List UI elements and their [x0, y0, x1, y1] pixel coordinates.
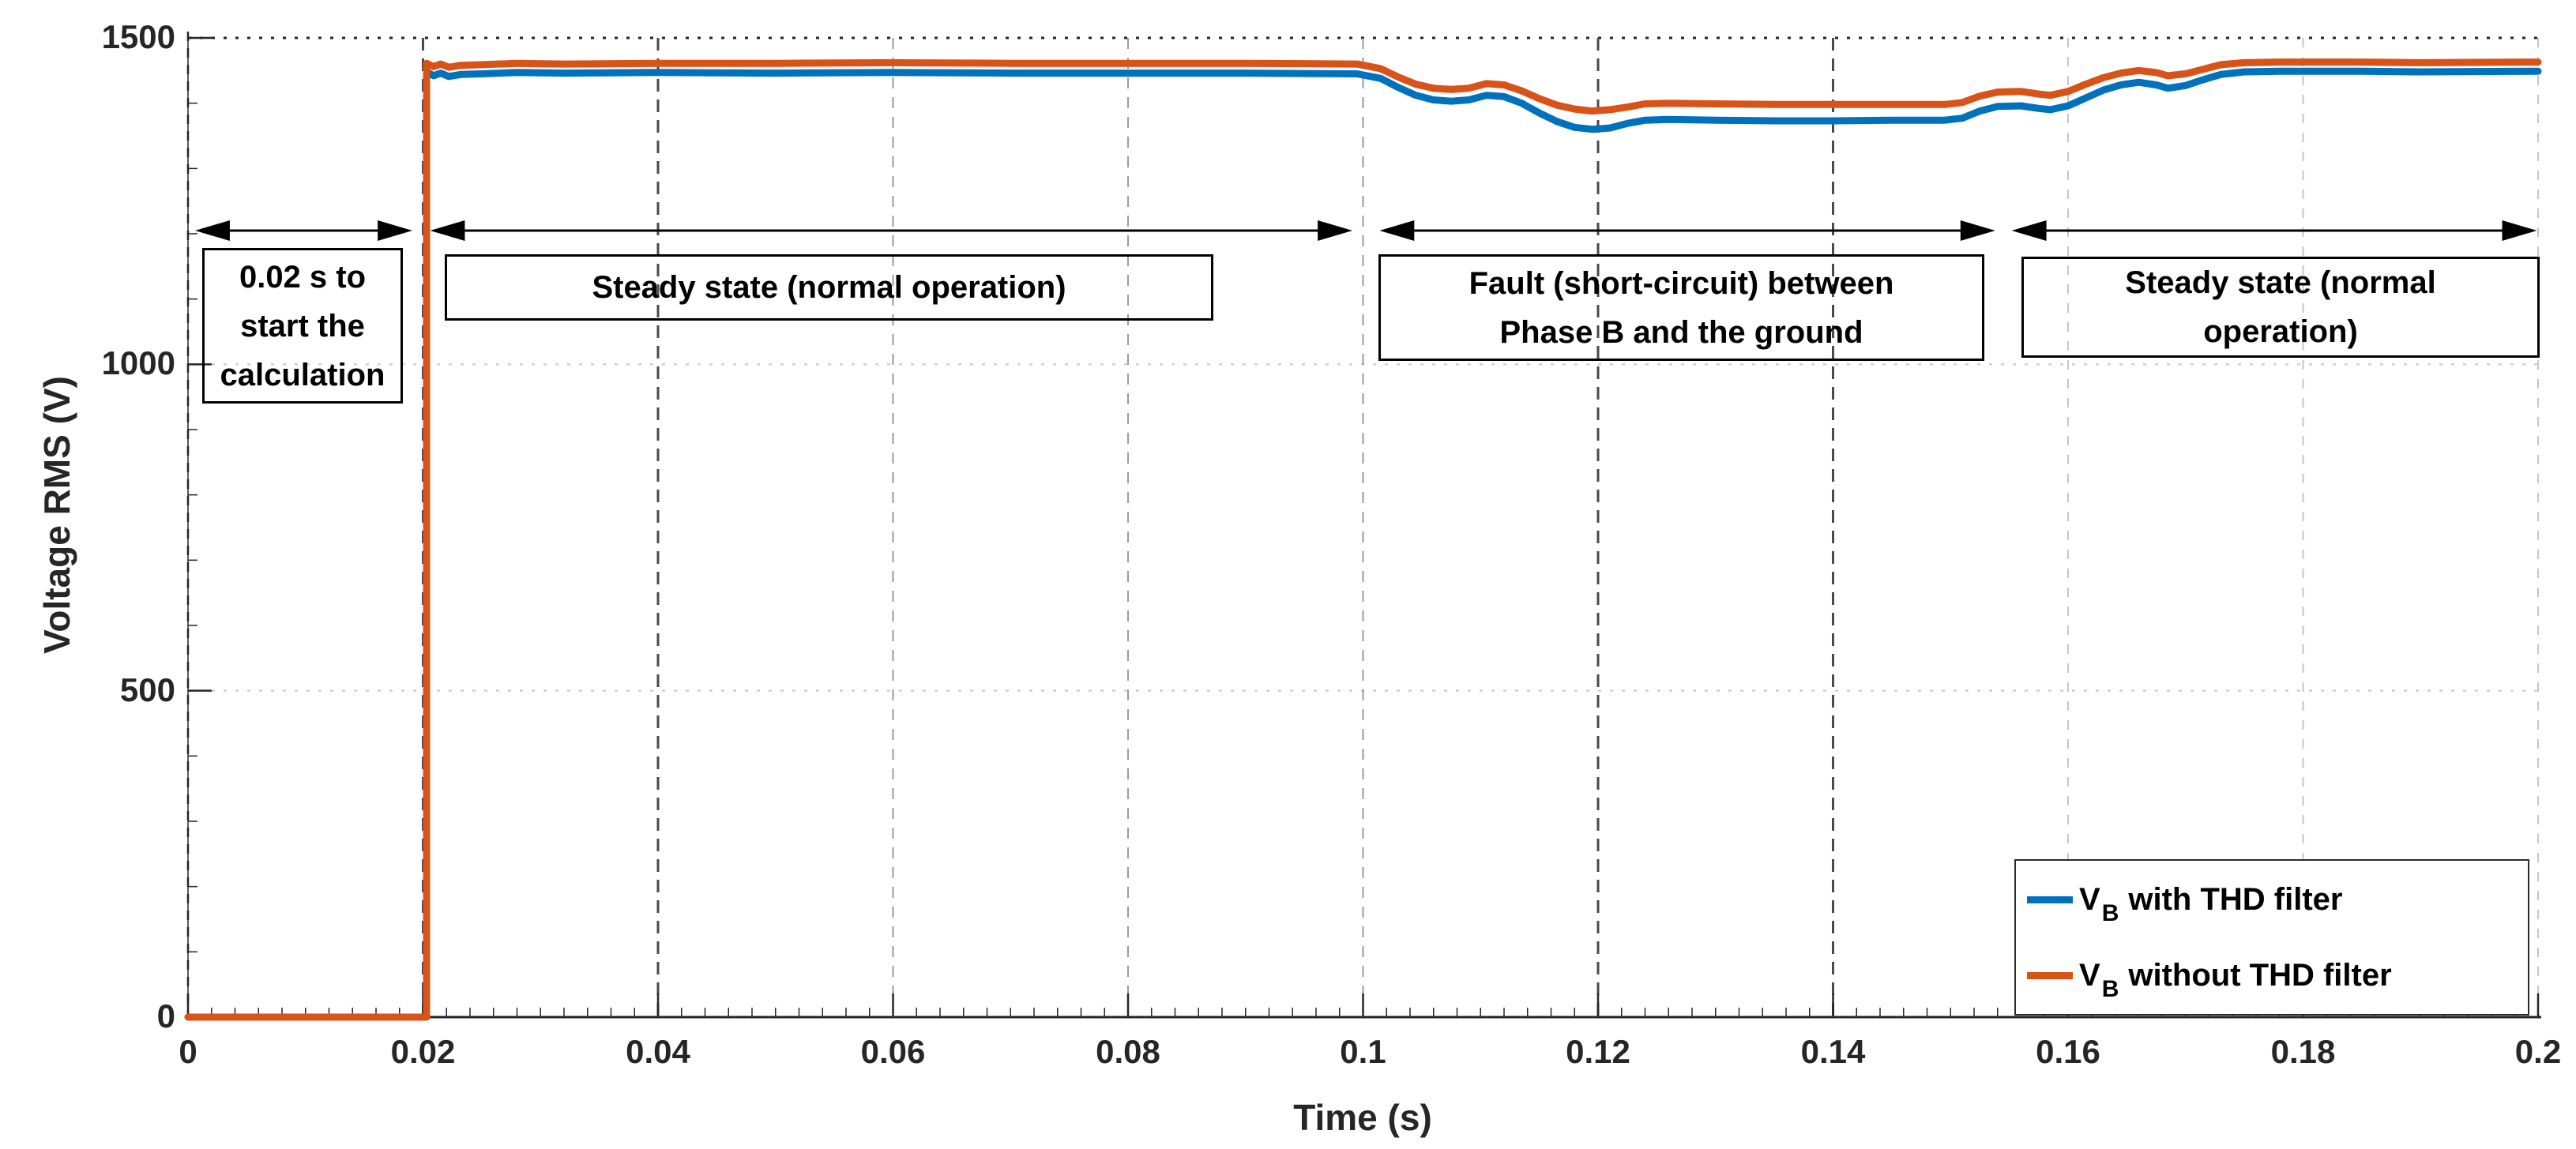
legend-label-text: without THD filter [2128, 957, 2392, 993]
region-arrow [2011, 220, 2537, 241]
y-tick-label: 0 [156, 997, 175, 1034]
annotation-text: Steady state (normal operation) [592, 270, 1066, 305]
legend-item-with-filter: VB with THD filter [2016, 862, 2528, 937]
x-tick-label: 0.16 [2036, 1033, 2100, 1070]
series-line-0 [184, 67, 2542, 1021]
annotation-box-steady-state-1: Steady state (normal operation) [445, 254, 1213, 321]
legend-symbol-subscript: B [2101, 899, 2119, 926]
x-axis-label: Time (s) [1293, 1097, 1432, 1138]
region-arrow [194, 220, 413, 241]
legend-symbol-subscript: B [2101, 975, 2119, 1002]
legend-symbol: V [2079, 881, 2100, 917]
annotation-box-calculation-start: 0.02 s to start the calculation [202, 248, 403, 404]
y-tick-label: 1500 [101, 18, 175, 55]
x-tick-label: 0.1 [1340, 1033, 1386, 1070]
series-line-1 [184, 58, 2542, 1021]
x-tick-label: 0.08 [1096, 1033, 1160, 1070]
y-tick-label: 500 [119, 670, 175, 708]
region-arrow [430, 220, 1353, 241]
annotation-text: Fault (short-circuit) between Phase B an… [1469, 265, 1894, 350]
legend-label: VB without THD filter [2079, 957, 2392, 1002]
x-tick-label: 0.02 [390, 1033, 456, 1070]
legend-line-swatch [2027, 896, 2073, 903]
annotation-box-fault: Fault (short-circuit) between Phase B an… [1378, 254, 1984, 361]
x-tick-label: 0.06 [860, 1033, 926, 1070]
y-tick-label: 1000 [101, 344, 175, 382]
x-tick-label: 0.2 [2514, 1033, 2562, 1070]
x-tick-label: 0.12 [1566, 1033, 1630, 1070]
annotation-text: 0.02 s to start the calculation [220, 259, 385, 392]
legend-symbol: V [2079, 957, 2100, 993]
annotation-box-steady-state-2: Steady state (normal operation) [2021, 257, 2540, 358]
legend-item-without-filter: VB without THD filter [2016, 937, 2528, 1013]
chart-legend: VB with THD filter VB without THD filter [2014, 859, 2529, 1016]
legend-label: VB with THD filter [2079, 881, 2343, 926]
x-tick-label: 0.04 [626, 1033, 690, 1070]
x-tick-label: 0.18 [2270, 1033, 2336, 1070]
x-tick-label: 0.14 [1800, 1033, 1866, 1070]
legend-label-text: with THD filter [2128, 881, 2343, 917]
legend-line-swatch [2027, 971, 2073, 979]
y-axis-label: Voltage RMS (V) [36, 376, 77, 654]
region-arrow [1379, 220, 1995, 241]
x-tick-label: 0 [179, 1033, 197, 1070]
annotation-text: Steady state (normal operation) [2125, 265, 2436, 349]
